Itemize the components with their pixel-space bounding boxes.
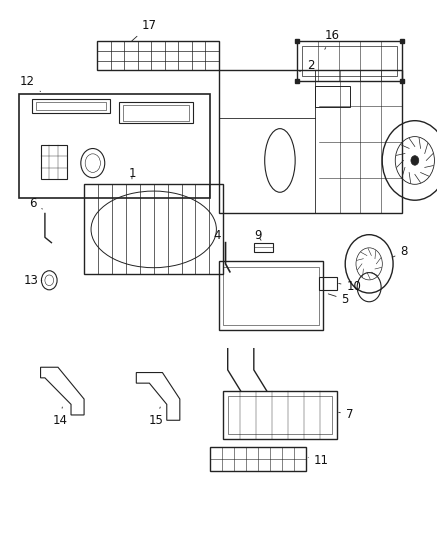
Bar bbox=[315, 86, 350, 108]
Text: 16: 16 bbox=[325, 29, 339, 50]
Bar bbox=[219, 70, 402, 214]
Bar bbox=[223, 266, 319, 325]
Text: 15: 15 bbox=[148, 407, 163, 427]
Bar bbox=[19, 94, 210, 198]
Text: 12: 12 bbox=[20, 76, 41, 92]
Text: 13: 13 bbox=[24, 274, 42, 287]
Text: 10: 10 bbox=[339, 280, 361, 293]
Text: 7: 7 bbox=[339, 408, 353, 422]
Bar bbox=[254, 243, 273, 252]
Bar bbox=[84, 184, 223, 274]
Bar bbox=[223, 391, 336, 439]
Bar bbox=[228, 397, 332, 433]
Text: 1: 1 bbox=[128, 167, 136, 180]
Text: 2: 2 bbox=[300, 59, 314, 71]
Bar bbox=[319, 277, 336, 290]
Text: 8: 8 bbox=[393, 245, 408, 258]
Text: 17: 17 bbox=[132, 19, 157, 41]
Bar bbox=[119, 102, 193, 123]
Bar bbox=[36, 102, 106, 110]
Text: 6: 6 bbox=[29, 197, 42, 211]
Text: 5: 5 bbox=[328, 293, 349, 306]
Bar bbox=[123, 105, 188, 120]
Bar bbox=[210, 447, 306, 471]
Text: 4: 4 bbox=[213, 229, 226, 243]
Bar bbox=[41, 144, 67, 179]
Bar bbox=[97, 41, 219, 70]
Circle shape bbox=[411, 156, 419, 165]
Text: 14: 14 bbox=[53, 407, 67, 427]
Bar bbox=[219, 261, 323, 330]
Text: 9: 9 bbox=[254, 229, 262, 242]
Bar bbox=[32, 100, 110, 113]
Bar bbox=[297, 41, 402, 81]
Bar bbox=[302, 46, 397, 76]
Text: 11: 11 bbox=[308, 454, 329, 466]
